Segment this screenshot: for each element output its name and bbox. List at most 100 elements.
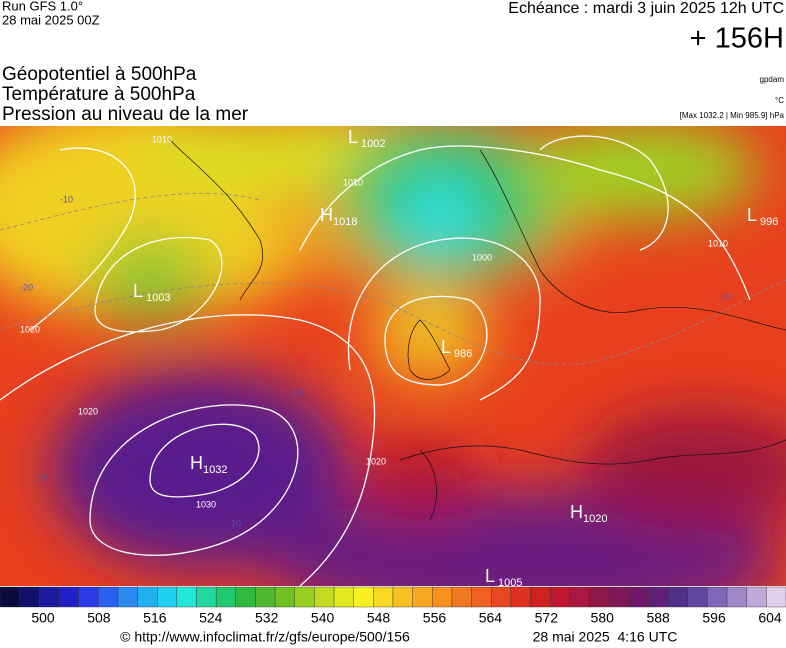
center-letter: L [348, 127, 358, 147]
center-letter: H [190, 453, 203, 473]
colorbar-swatch [0, 586, 20, 608]
center-value: 996 [760, 216, 778, 228]
colorbar-swatch [235, 586, 256, 608]
colorbar-label: 500 [31, 610, 55, 626]
contour-label: 1000 [472, 252, 492, 262]
map [0, 126, 786, 586]
echeance: Echéance : mardi 3 juin 2025 12h UTC [508, 0, 784, 17]
colorbar-swatch [412, 586, 433, 608]
colorbar-swatch [766, 586, 786, 608]
colorbar-swatch [569, 586, 590, 608]
center-value: 1002 [361, 138, 385, 150]
colorbar-label: 516 [143, 610, 167, 626]
colorbar-swatch [333, 586, 354, 608]
contour-label: 1010 [708, 238, 728, 248]
colorbar-swatch [98, 586, 119, 608]
colorbar-swatch [687, 586, 708, 608]
contour-label: 1030 [196, 499, 216, 509]
colorbar-swatch [58, 586, 79, 608]
colorbar-swatch [274, 586, 295, 608]
contour-label: -20 [20, 282, 33, 292]
unit: [Max 1032.2 | Min 985.9] hPa [680, 111, 785, 120]
colorbar-label: 508 [87, 610, 111, 626]
colorbar-label: 588 [646, 610, 670, 626]
contour-label: -10 [228, 518, 241, 528]
colorbar-swatch [707, 586, 728, 608]
colorbar-swatch [726, 586, 747, 608]
run: Run GFS 1.0° [2, 0, 83, 13]
colorbar-label: 540 [311, 610, 335, 626]
unit: °C [775, 96, 784, 105]
colorbar-label: 572 [535, 610, 559, 626]
contour-label: 1010 [343, 177, 363, 187]
colorbar-swatch [255, 586, 276, 608]
contour-label: 1010 [152, 134, 172, 144]
colorbar-swatch [78, 586, 99, 608]
issue-date: 28 mai 2025 4:16 UTC [533, 629, 678, 645]
colorbar-swatch [373, 586, 394, 608]
center-letter: L [747, 205, 757, 225]
colorbar-swatch [589, 586, 610, 608]
center-letter: L [441, 337, 451, 357]
colorbar-swatch [530, 586, 551, 608]
contour-label: -10 [34, 472, 47, 482]
colorbar-swatch [451, 586, 472, 608]
lead-time: + 156H [690, 23, 784, 55]
colorbar-label: 556 [423, 610, 447, 626]
colorbar-label: 564 [479, 610, 503, 626]
colorbar-label: 548 [367, 610, 391, 626]
colorbar-swatch [491, 586, 512, 608]
colorbar-swatch [294, 586, 315, 608]
layer: Température à 500hPa [2, 84, 196, 105]
colorbar-swatch [117, 586, 138, 608]
center-value: 1020 [583, 513, 607, 525]
center-value: 1003 [146, 292, 170, 304]
colorbar: 500 508 516 524 532 540 548 556 564 572 580 588 596 6… [0, 586, 786, 626]
center-value: 986 [454, 348, 472, 360]
colorbar-swatch [39, 586, 60, 608]
center-letter: L [485, 566, 495, 586]
colorbar-swatch [392, 586, 413, 608]
colorbar-label: 532 [255, 610, 279, 626]
colorbar-swatch [510, 586, 531, 608]
colorbar-swatch [550, 586, 571, 608]
contour-label: -10 [718, 291, 731, 301]
center-letter: H [570, 502, 583, 522]
colorbar-swatch [432, 586, 453, 608]
contour-label: 1020 [366, 456, 386, 466]
colorbar-label: 580 [591, 610, 615, 626]
center-value: 1018 [333, 216, 357, 228]
unit: gpdam [760, 75, 785, 84]
colorbar-swatch [471, 586, 492, 608]
contour-label: 1020 [20, 324, 40, 334]
colorbar-label: 524 [199, 610, 223, 626]
colorbar-swatch [156, 586, 178, 608]
colorbar-swatch [19, 586, 40, 608]
colorbar-swatch [196, 586, 217, 608]
layer: Géopotentiel à 500hPa [2, 64, 197, 85]
colorbar-swatch [746, 586, 767, 608]
colorbar-swatch [176, 586, 197, 608]
colorbar-label: 596 [702, 610, 726, 626]
colorbar-swatch [353, 586, 374, 608]
colorbar-swatch [215, 586, 236, 608]
contour-label: -10 [60, 194, 73, 204]
colorbar-swatch [314, 586, 335, 608]
colorbar-swatch [608, 586, 630, 608]
run-date: 28 mai 2025 00Z [2, 12, 100, 27]
colorbar-swatch [648, 586, 669, 608]
source-url: © http://www.infoclimat.fr/z/gfs/europe/… [120, 629, 410, 645]
colorbar-swatch [628, 586, 649, 608]
center-value: 1005 [498, 577, 522, 589]
colorbar-label: 604 [758, 610, 782, 626]
contour-label: 1020 [78, 406, 98, 416]
colorbar-swatch [137, 586, 158, 608]
contour-label: -10 [290, 387, 303, 397]
colorbar-swatch [667, 586, 688, 608]
center-letter: H [320, 205, 333, 225]
center-letter: L [133, 281, 143, 301]
contour-labels: 1020 1030 1020 1010 1010 1000 1010 1020 -10 -10 -1… [20, 134, 731, 528]
